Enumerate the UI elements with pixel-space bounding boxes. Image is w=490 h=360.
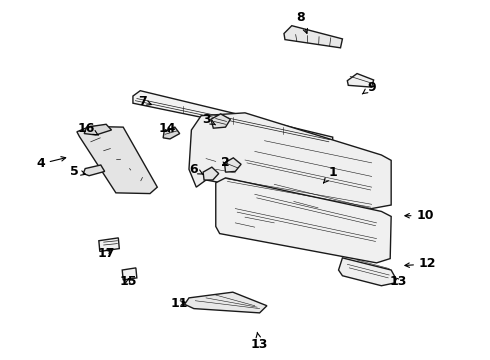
Text: 5: 5 [70, 165, 85, 177]
Text: 17: 17 [98, 247, 115, 260]
Polygon shape [83, 165, 105, 176]
Text: 7: 7 [138, 95, 151, 108]
Text: 16: 16 [78, 122, 98, 135]
Text: 3: 3 [202, 113, 216, 126]
Text: 9: 9 [362, 81, 376, 94]
Polygon shape [347, 73, 374, 87]
Polygon shape [284, 26, 343, 48]
Text: 2: 2 [221, 156, 230, 168]
Text: 1: 1 [323, 166, 337, 183]
Text: 4: 4 [36, 157, 66, 170]
Text: 11: 11 [171, 297, 188, 310]
Text: 6: 6 [190, 163, 203, 176]
Polygon shape [133, 91, 333, 144]
Polygon shape [163, 127, 180, 139]
Polygon shape [185, 292, 267, 313]
Polygon shape [224, 158, 241, 172]
Polygon shape [122, 268, 137, 280]
Polygon shape [77, 126, 157, 194]
Text: 15: 15 [120, 275, 137, 288]
Polygon shape [203, 167, 219, 180]
Polygon shape [216, 178, 391, 263]
Polygon shape [211, 114, 230, 128]
Text: 10: 10 [405, 209, 434, 222]
Text: 14: 14 [158, 122, 176, 135]
Polygon shape [99, 238, 119, 251]
Text: 13: 13 [251, 332, 269, 351]
Polygon shape [339, 258, 395, 286]
Text: 13: 13 [390, 275, 407, 288]
Polygon shape [84, 124, 112, 135]
Text: 12: 12 [405, 257, 437, 270]
Polygon shape [189, 113, 391, 210]
Text: 8: 8 [297, 11, 307, 33]
